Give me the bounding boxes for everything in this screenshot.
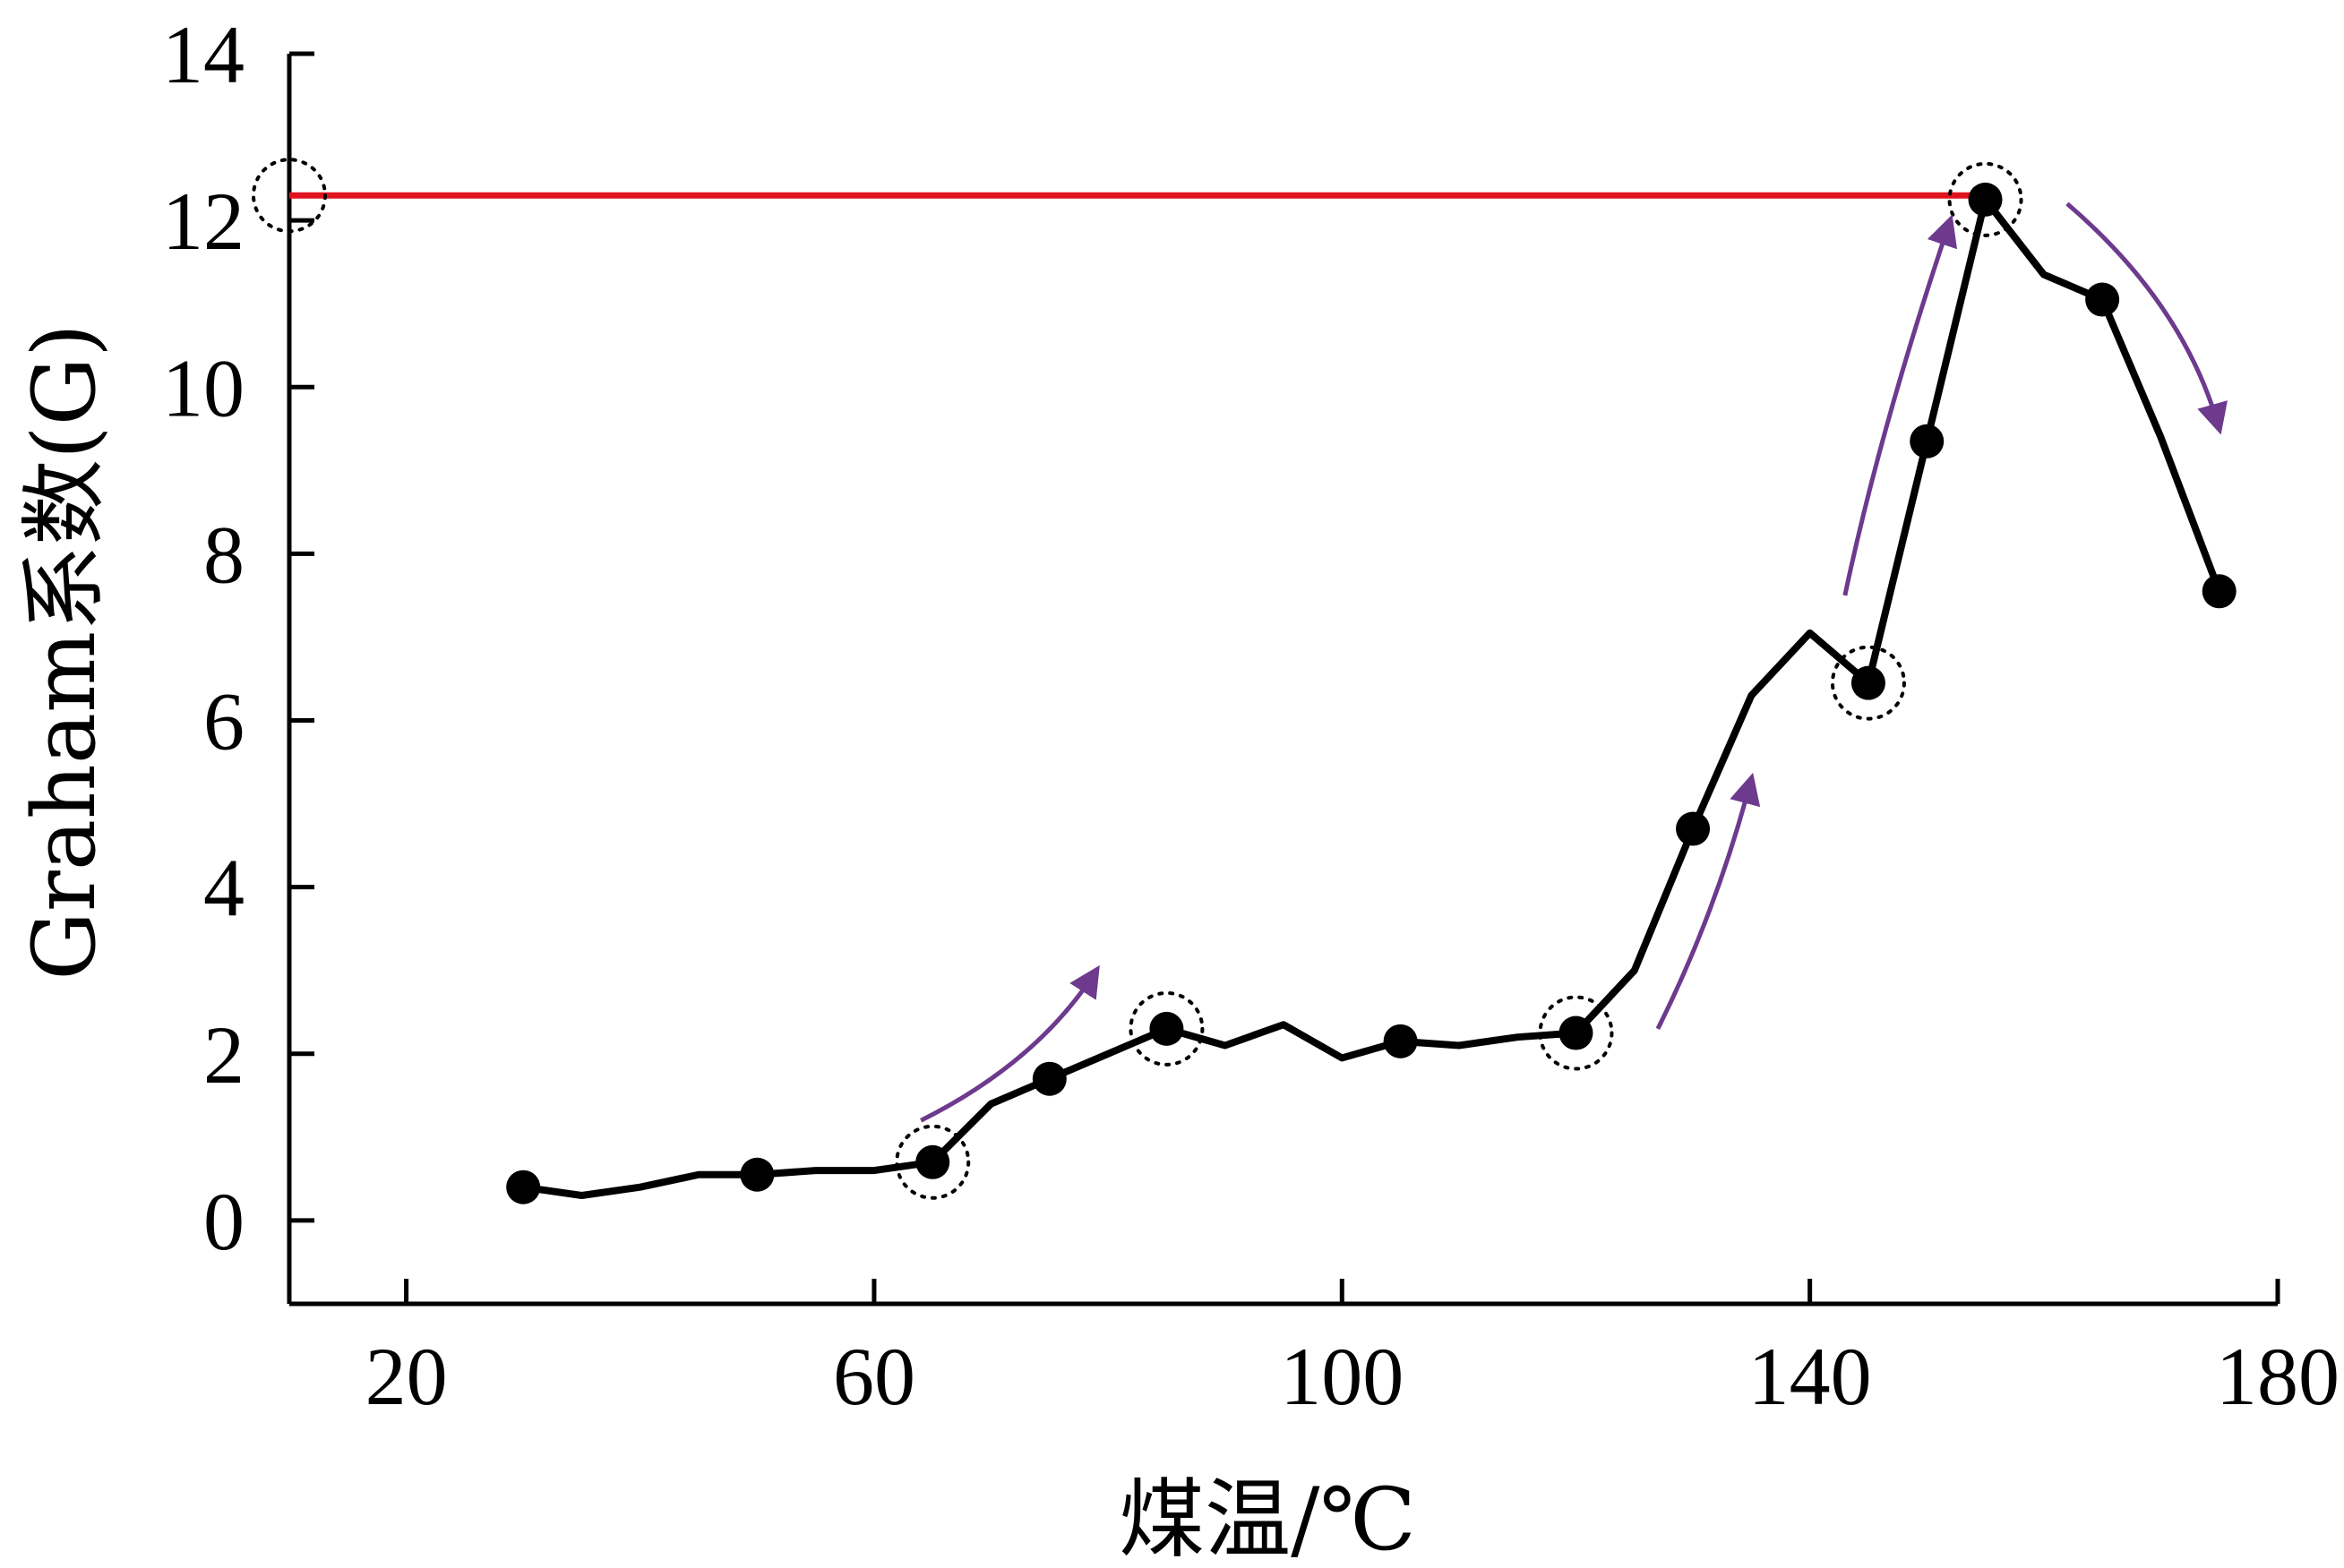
highlight-circle-4: [1830, 645, 1906, 721]
data-point-11: [2085, 282, 2120, 317]
data-point-7: [1676, 811, 1711, 846]
trend-arrow-2: [1842, 214, 1958, 596]
y-axis-title: Graham系数(G): [14, 323, 115, 981]
data-point-2: [915, 1144, 950, 1179]
data-point-4: [1149, 1011, 1184, 1046]
data-point-5: [1383, 1024, 1418, 1058]
y-tick-label-10: 10: [162, 342, 245, 433]
data-point-3: [1032, 1061, 1067, 1096]
trend-arrow-layer: [920, 201, 2228, 1123]
y-tick-label-6: 6: [203, 676, 245, 767]
data-point-9: [1910, 424, 1945, 458]
highlight-circle-0: [252, 158, 327, 234]
y-tick-label-0: 0: [203, 1176, 245, 1267]
y-tick-label-2: 2: [203, 1009, 245, 1101]
data-point-12: [2202, 574, 2237, 609]
data-point-8: [1850, 665, 1885, 700]
series-layer: [506, 182, 2237, 1204]
x-axis-title: 煤温/℃: [1119, 1469, 1416, 1568]
data-point-6: [1558, 1015, 1593, 1050]
data-point-1: [740, 1157, 775, 1192]
highlight-circle-1: [895, 1124, 971, 1200]
y-tick-label-8: 8: [203, 509, 245, 600]
data-point-0: [506, 1170, 541, 1204]
x-tick-label-140: 140: [1748, 1331, 1872, 1422]
highlight-circle-5: [1947, 161, 2023, 237]
y-tick-label-4: 4: [203, 843, 245, 934]
highlight-circle-2: [1129, 990, 1205, 1067]
x-tick-label-60: 60: [833, 1331, 915, 1422]
x-tick-label-100: 100: [1280, 1331, 1404, 1422]
axes: 20 60 100 140 180 0 2 4 6 8 10 12 14: [162, 9, 2340, 1422]
data-point-10: [1968, 182, 2003, 217]
series-line-0: [519, 195, 2223, 1200]
highlight-layer: [252, 158, 2023, 1200]
highlight-circle-3: [1538, 995, 1614, 1071]
y-tick-label-14: 14: [162, 9, 245, 100]
x-tick-label-20: 20: [365, 1331, 448, 1422]
y-tick-label-12: 12: [162, 176, 245, 267]
trend-arrow-0: [920, 964, 1100, 1123]
x-tick-label-180: 180: [2216, 1331, 2340, 1422]
trend-arrow-3: [2065, 201, 2228, 435]
trend-arrow-1: [1655, 772, 1761, 1030]
